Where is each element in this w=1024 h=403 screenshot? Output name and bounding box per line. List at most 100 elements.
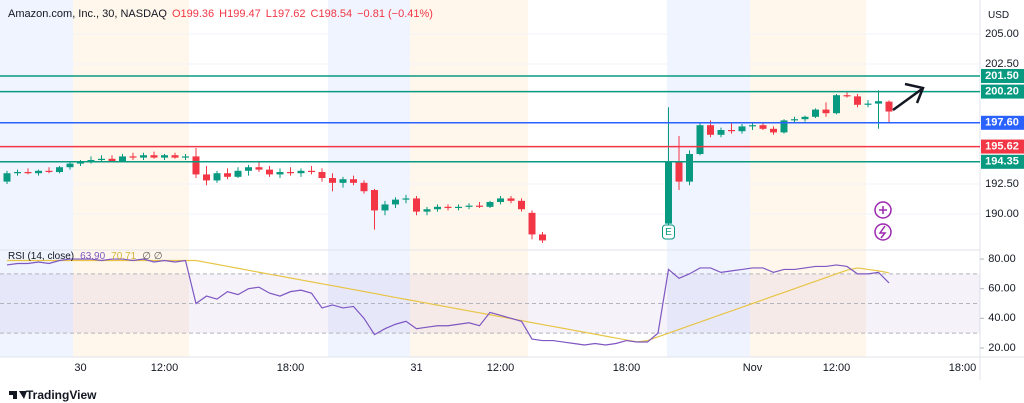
event-icon-glyph xyxy=(878,225,887,239)
candle-body xyxy=(276,172,284,175)
level-label: 197.60 xyxy=(985,117,1019,129)
level-label-bg xyxy=(981,115,1024,130)
candle-body xyxy=(339,179,347,183)
candle-body xyxy=(780,120,788,133)
candle-body xyxy=(381,204,389,211)
candle-body xyxy=(801,116,809,120)
candle-body xyxy=(350,179,357,183)
ohlc-value: O199.36 xyxy=(171,8,215,20)
y-tick-label: 202.50 xyxy=(985,58,1019,70)
candle-body xyxy=(3,173,11,182)
candle-body xyxy=(129,156,137,158)
x-tick-label: 12:00 xyxy=(823,362,851,374)
ohlc-value: C198.54 xyxy=(310,8,353,20)
y-tick-label: 20.00 xyxy=(988,342,1016,354)
rsi-legend: RSI (14, close) 63.90 70.71 ∅ ∅ xyxy=(8,251,162,262)
x-tick-label: 12:00 xyxy=(151,362,179,374)
session-band xyxy=(410,0,528,357)
candle-body xyxy=(371,190,378,211)
candle-body xyxy=(297,170,305,174)
candle-body xyxy=(413,198,420,212)
candle-body xyxy=(35,170,42,174)
candle-body xyxy=(497,198,504,203)
candle-body xyxy=(87,160,95,162)
event-icon[interactable] xyxy=(874,223,892,241)
level-label-bg xyxy=(981,84,1024,99)
candle-body xyxy=(224,173,231,177)
level-label-bg xyxy=(981,68,1024,83)
y-tick-label: 80.00 xyxy=(988,253,1016,265)
candle-body xyxy=(843,95,851,97)
x-tick-label: 31 xyxy=(410,362,422,374)
candle-body xyxy=(329,178,336,183)
candle-body xyxy=(507,198,515,201)
session-band xyxy=(73,0,189,357)
candle-body xyxy=(308,170,315,173)
candle-body xyxy=(770,128,777,133)
candle-body xyxy=(707,125,714,135)
candle-body xyxy=(234,170,242,177)
candle-body xyxy=(392,199,399,205)
session-band xyxy=(0,0,73,357)
candle-body xyxy=(822,109,830,114)
x-tick-label: 18:00 xyxy=(277,362,305,374)
rsi-ma-value: 70.71 xyxy=(111,251,137,262)
candle-body xyxy=(266,169,273,175)
candle-body xyxy=(108,158,116,162)
chart-icons[interactable] xyxy=(874,201,892,241)
y-tick-label: 192.50 xyxy=(985,178,1019,190)
candle-body xyxy=(255,167,263,170)
earnings-badge: E xyxy=(665,227,672,238)
candle-body xyxy=(696,125,704,155)
candle-body xyxy=(14,172,21,174)
brand-logo xyxy=(9,391,27,399)
rsi-value: 63.90 xyxy=(80,251,106,262)
symbol-title: Amazon.com, Inc., 30, NASDAQ xyxy=(8,8,167,20)
candle-body xyxy=(864,103,872,105)
candle-body xyxy=(539,234,546,241)
ohlc-value: L197.62 xyxy=(265,8,306,20)
rsi-title: RSI (14, close) xyxy=(8,251,75,262)
brand-name: TradingView xyxy=(26,388,97,402)
candle-body xyxy=(465,205,473,207)
candle-body xyxy=(854,96,861,105)
candle-body xyxy=(161,155,168,158)
candle-body xyxy=(98,158,105,161)
candle-body xyxy=(885,101,893,112)
candle-body xyxy=(434,206,441,210)
x-tick-label: 18:00 xyxy=(613,362,641,374)
candle-body xyxy=(423,209,431,212)
candle-body xyxy=(360,182,368,192)
currency-label[interactable]: USD xyxy=(988,10,1010,21)
candle-body xyxy=(182,156,189,158)
candle-body xyxy=(738,126,746,132)
candle-body xyxy=(728,130,735,132)
candle-body xyxy=(759,125,767,129)
level-label: 194.35 xyxy=(985,156,1019,168)
x-tick-label: 18:00 xyxy=(949,362,977,374)
level-label: 195.62 xyxy=(985,140,1019,152)
candle-body xyxy=(45,170,53,173)
level-label-bg xyxy=(981,154,1024,169)
x-tick-label: 30 xyxy=(74,362,86,374)
candle-body xyxy=(56,167,63,173)
level-label-bg xyxy=(981,139,1024,154)
candle-body xyxy=(812,109,819,117)
y-tick-label: 60.00 xyxy=(988,283,1016,295)
arrow-head xyxy=(904,82,925,104)
candle-body xyxy=(444,206,452,209)
earnings-badge-bg xyxy=(662,224,675,240)
candle-body xyxy=(318,172,326,179)
candle-body xyxy=(875,101,882,104)
candle-body xyxy=(486,202,494,207)
candle-body xyxy=(749,125,756,127)
candle-body xyxy=(402,198,410,200)
candle-body xyxy=(140,155,147,158)
candle-body xyxy=(686,154,693,182)
add-icon[interactable] xyxy=(874,201,892,219)
rsi-extra: ∅ ∅ xyxy=(142,251,163,262)
rsi-line xyxy=(6,258,890,346)
candle-body xyxy=(833,95,840,114)
y-tick-label: 205.00 xyxy=(985,28,1019,40)
candle-body xyxy=(119,156,126,162)
